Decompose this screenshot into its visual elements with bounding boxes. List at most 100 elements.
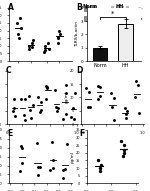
Point xyxy=(56,107,59,110)
Bar xyxy=(89,6,92,12)
Bar xyxy=(111,6,114,12)
Point xyxy=(70,116,73,119)
Text: A: A xyxy=(8,3,13,12)
Point xyxy=(28,94,30,97)
Point xyxy=(28,47,30,50)
Point xyxy=(30,116,32,119)
Text: F: F xyxy=(80,129,85,138)
Point xyxy=(18,17,21,20)
Text: ~-2a: ~-2a xyxy=(134,17,143,21)
Point xyxy=(43,50,46,53)
Point xyxy=(48,47,50,50)
Point xyxy=(62,117,64,120)
Point xyxy=(37,95,39,98)
Point xyxy=(45,98,47,101)
Point xyxy=(66,143,68,146)
Point xyxy=(99,85,102,88)
Text: C: C xyxy=(6,66,12,75)
Point xyxy=(123,144,125,147)
Point xyxy=(122,151,125,154)
Point xyxy=(63,167,66,170)
Point xyxy=(89,106,91,109)
Bar xyxy=(84,16,88,22)
Point xyxy=(88,91,90,94)
Bar xyxy=(126,6,129,12)
Point xyxy=(135,79,137,83)
Bar xyxy=(121,6,124,12)
Point xyxy=(87,105,89,108)
Point xyxy=(32,38,34,41)
Point xyxy=(99,94,101,97)
Point xyxy=(99,167,102,170)
Point xyxy=(110,91,112,94)
Point xyxy=(99,170,101,173)
Point xyxy=(123,148,125,151)
Point xyxy=(20,98,22,101)
Bar xyxy=(111,16,114,22)
Bar xyxy=(89,16,92,22)
Bar xyxy=(84,6,88,12)
Point xyxy=(113,119,116,122)
Point xyxy=(62,176,64,179)
Point xyxy=(47,41,50,44)
Point xyxy=(36,141,38,144)
Point xyxy=(44,49,46,52)
Point xyxy=(74,91,76,94)
Point xyxy=(15,21,18,24)
Point xyxy=(40,108,43,111)
Point xyxy=(28,108,31,112)
Point xyxy=(51,167,54,170)
Point xyxy=(14,115,17,118)
Point xyxy=(137,112,140,115)
Point xyxy=(19,169,21,172)
Point xyxy=(64,112,67,116)
Point xyxy=(125,113,128,116)
Y-axis label: pg/ml: pg/ml xyxy=(70,151,74,163)
Point xyxy=(23,97,26,100)
Bar xyxy=(126,16,129,22)
Text: HH: HH xyxy=(116,4,124,9)
Point xyxy=(124,107,126,110)
Point xyxy=(64,91,67,94)
Point xyxy=(21,146,23,149)
Point xyxy=(13,106,16,109)
Point xyxy=(97,97,100,100)
Text: B: B xyxy=(76,3,82,12)
Point xyxy=(85,87,88,90)
Point xyxy=(44,44,46,47)
Point xyxy=(54,105,57,108)
Point xyxy=(30,41,33,44)
Point xyxy=(55,110,58,113)
Point xyxy=(97,85,99,88)
Point xyxy=(39,166,41,169)
Point xyxy=(18,37,20,40)
Point xyxy=(17,32,19,35)
Point xyxy=(58,32,61,35)
Bar xyxy=(118,24,133,61)
Point xyxy=(137,83,139,87)
Point xyxy=(57,35,60,38)
Point xyxy=(28,44,30,47)
Point xyxy=(39,110,41,113)
Point xyxy=(46,85,48,88)
Point xyxy=(23,114,25,117)
Bar xyxy=(116,6,119,12)
Point xyxy=(62,169,65,172)
Point xyxy=(126,110,128,113)
Point xyxy=(45,85,48,88)
Point xyxy=(73,117,75,120)
Bar xyxy=(93,16,96,22)
Point xyxy=(122,154,124,157)
Point xyxy=(54,89,56,92)
Point xyxy=(49,168,52,172)
Point xyxy=(99,163,102,167)
Point xyxy=(111,106,113,109)
Point xyxy=(134,96,136,99)
Text: *: * xyxy=(111,10,114,16)
Text: D: D xyxy=(76,66,83,75)
Point xyxy=(125,117,127,120)
Point xyxy=(36,174,39,177)
Point xyxy=(20,26,22,29)
Point xyxy=(39,100,42,104)
Point xyxy=(23,118,26,121)
